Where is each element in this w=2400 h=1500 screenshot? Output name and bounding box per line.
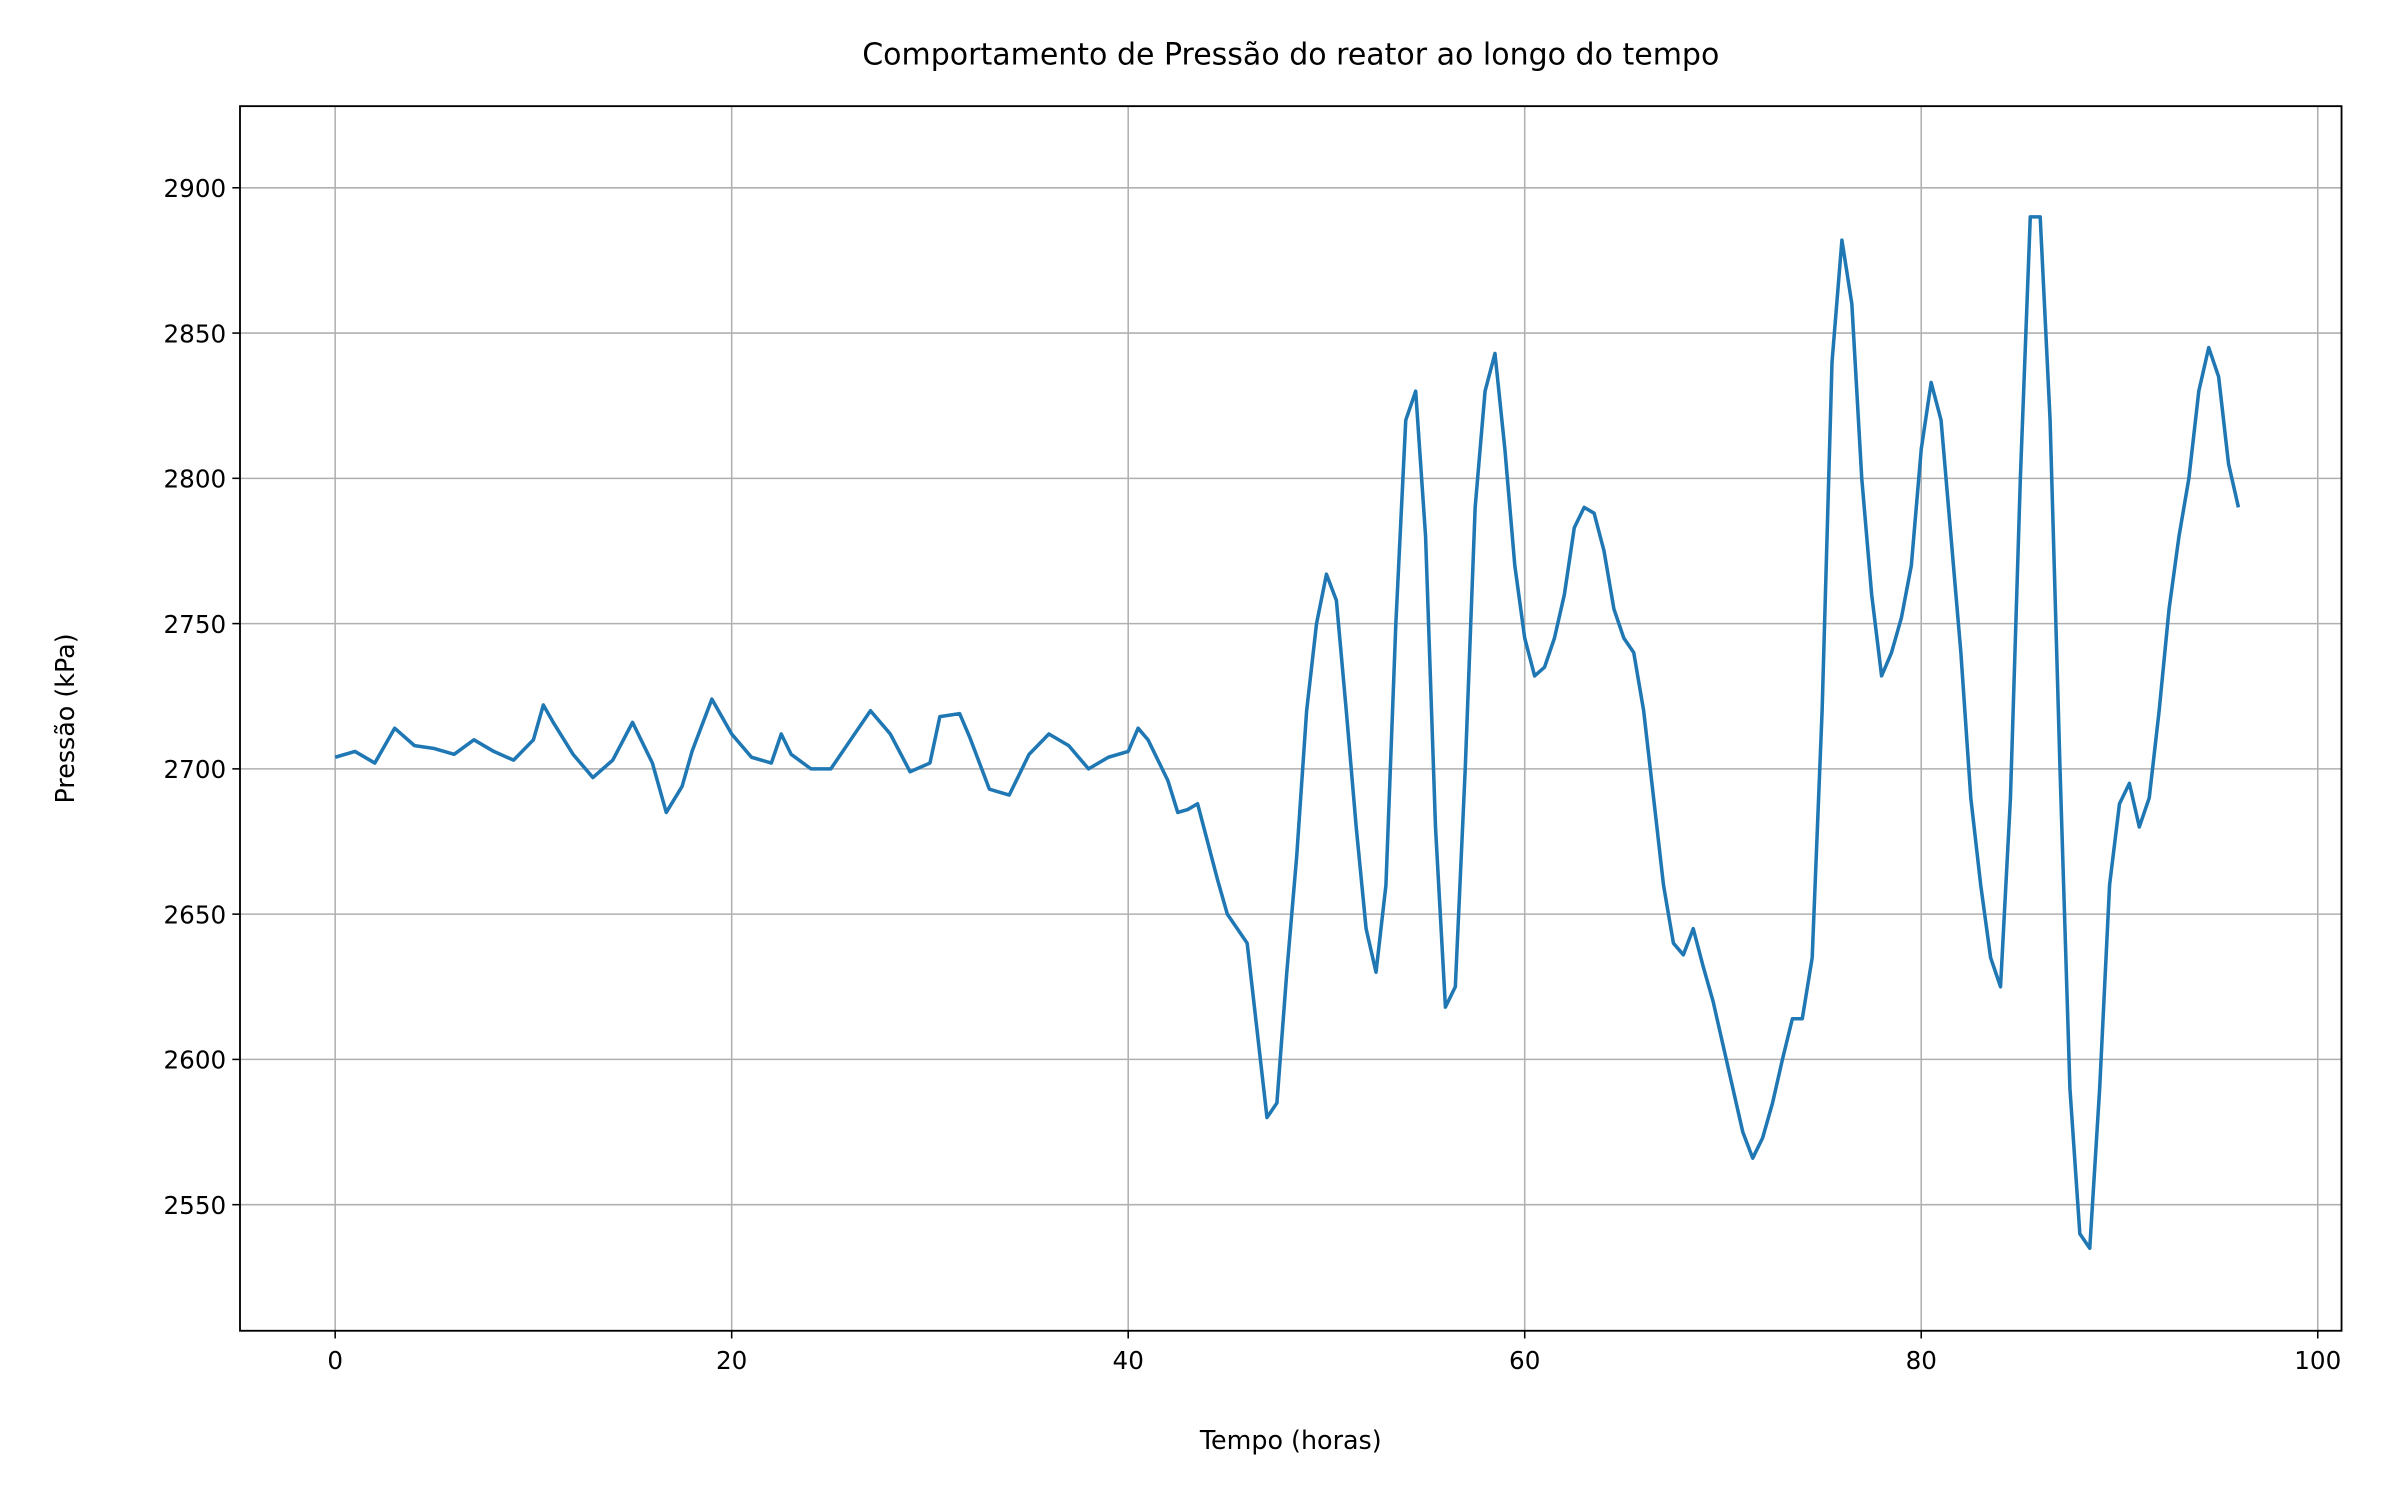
y-tick-label: 2600: [164, 1046, 227, 1075]
y-tick-label: 2900: [164, 174, 227, 203]
x-tick-label: 20: [716, 1346, 747, 1375]
y-tick-label: 2850: [164, 319, 227, 348]
y-tick-label: 2700: [164, 755, 227, 784]
x-tick-label: 80: [1906, 1346, 1937, 1375]
x-tick-label: 0: [327, 1346, 343, 1375]
y-axis-label: Pressão (kPa): [50, 633, 80, 803]
x-axis-label: Tempo (horas): [1199, 1425, 1382, 1455]
y-tick-label: 2750: [164, 610, 227, 639]
data-line: [334, 215, 2241, 1251]
x-tick-label: 40: [1113, 1346, 1144, 1375]
plot-frame: [239, 105, 2343, 1332]
y-tick-label: 2800: [164, 465, 227, 494]
y-tick-label: 2550: [164, 1191, 227, 1220]
x-tick-label: 60: [1509, 1346, 1540, 1375]
y-tick-label: 2650: [164, 900, 227, 929]
chart-title: Comportamento de Pressão do reator ao lo…: [862, 38, 1719, 73]
x-tick-label: 100: [2294, 1346, 2341, 1375]
